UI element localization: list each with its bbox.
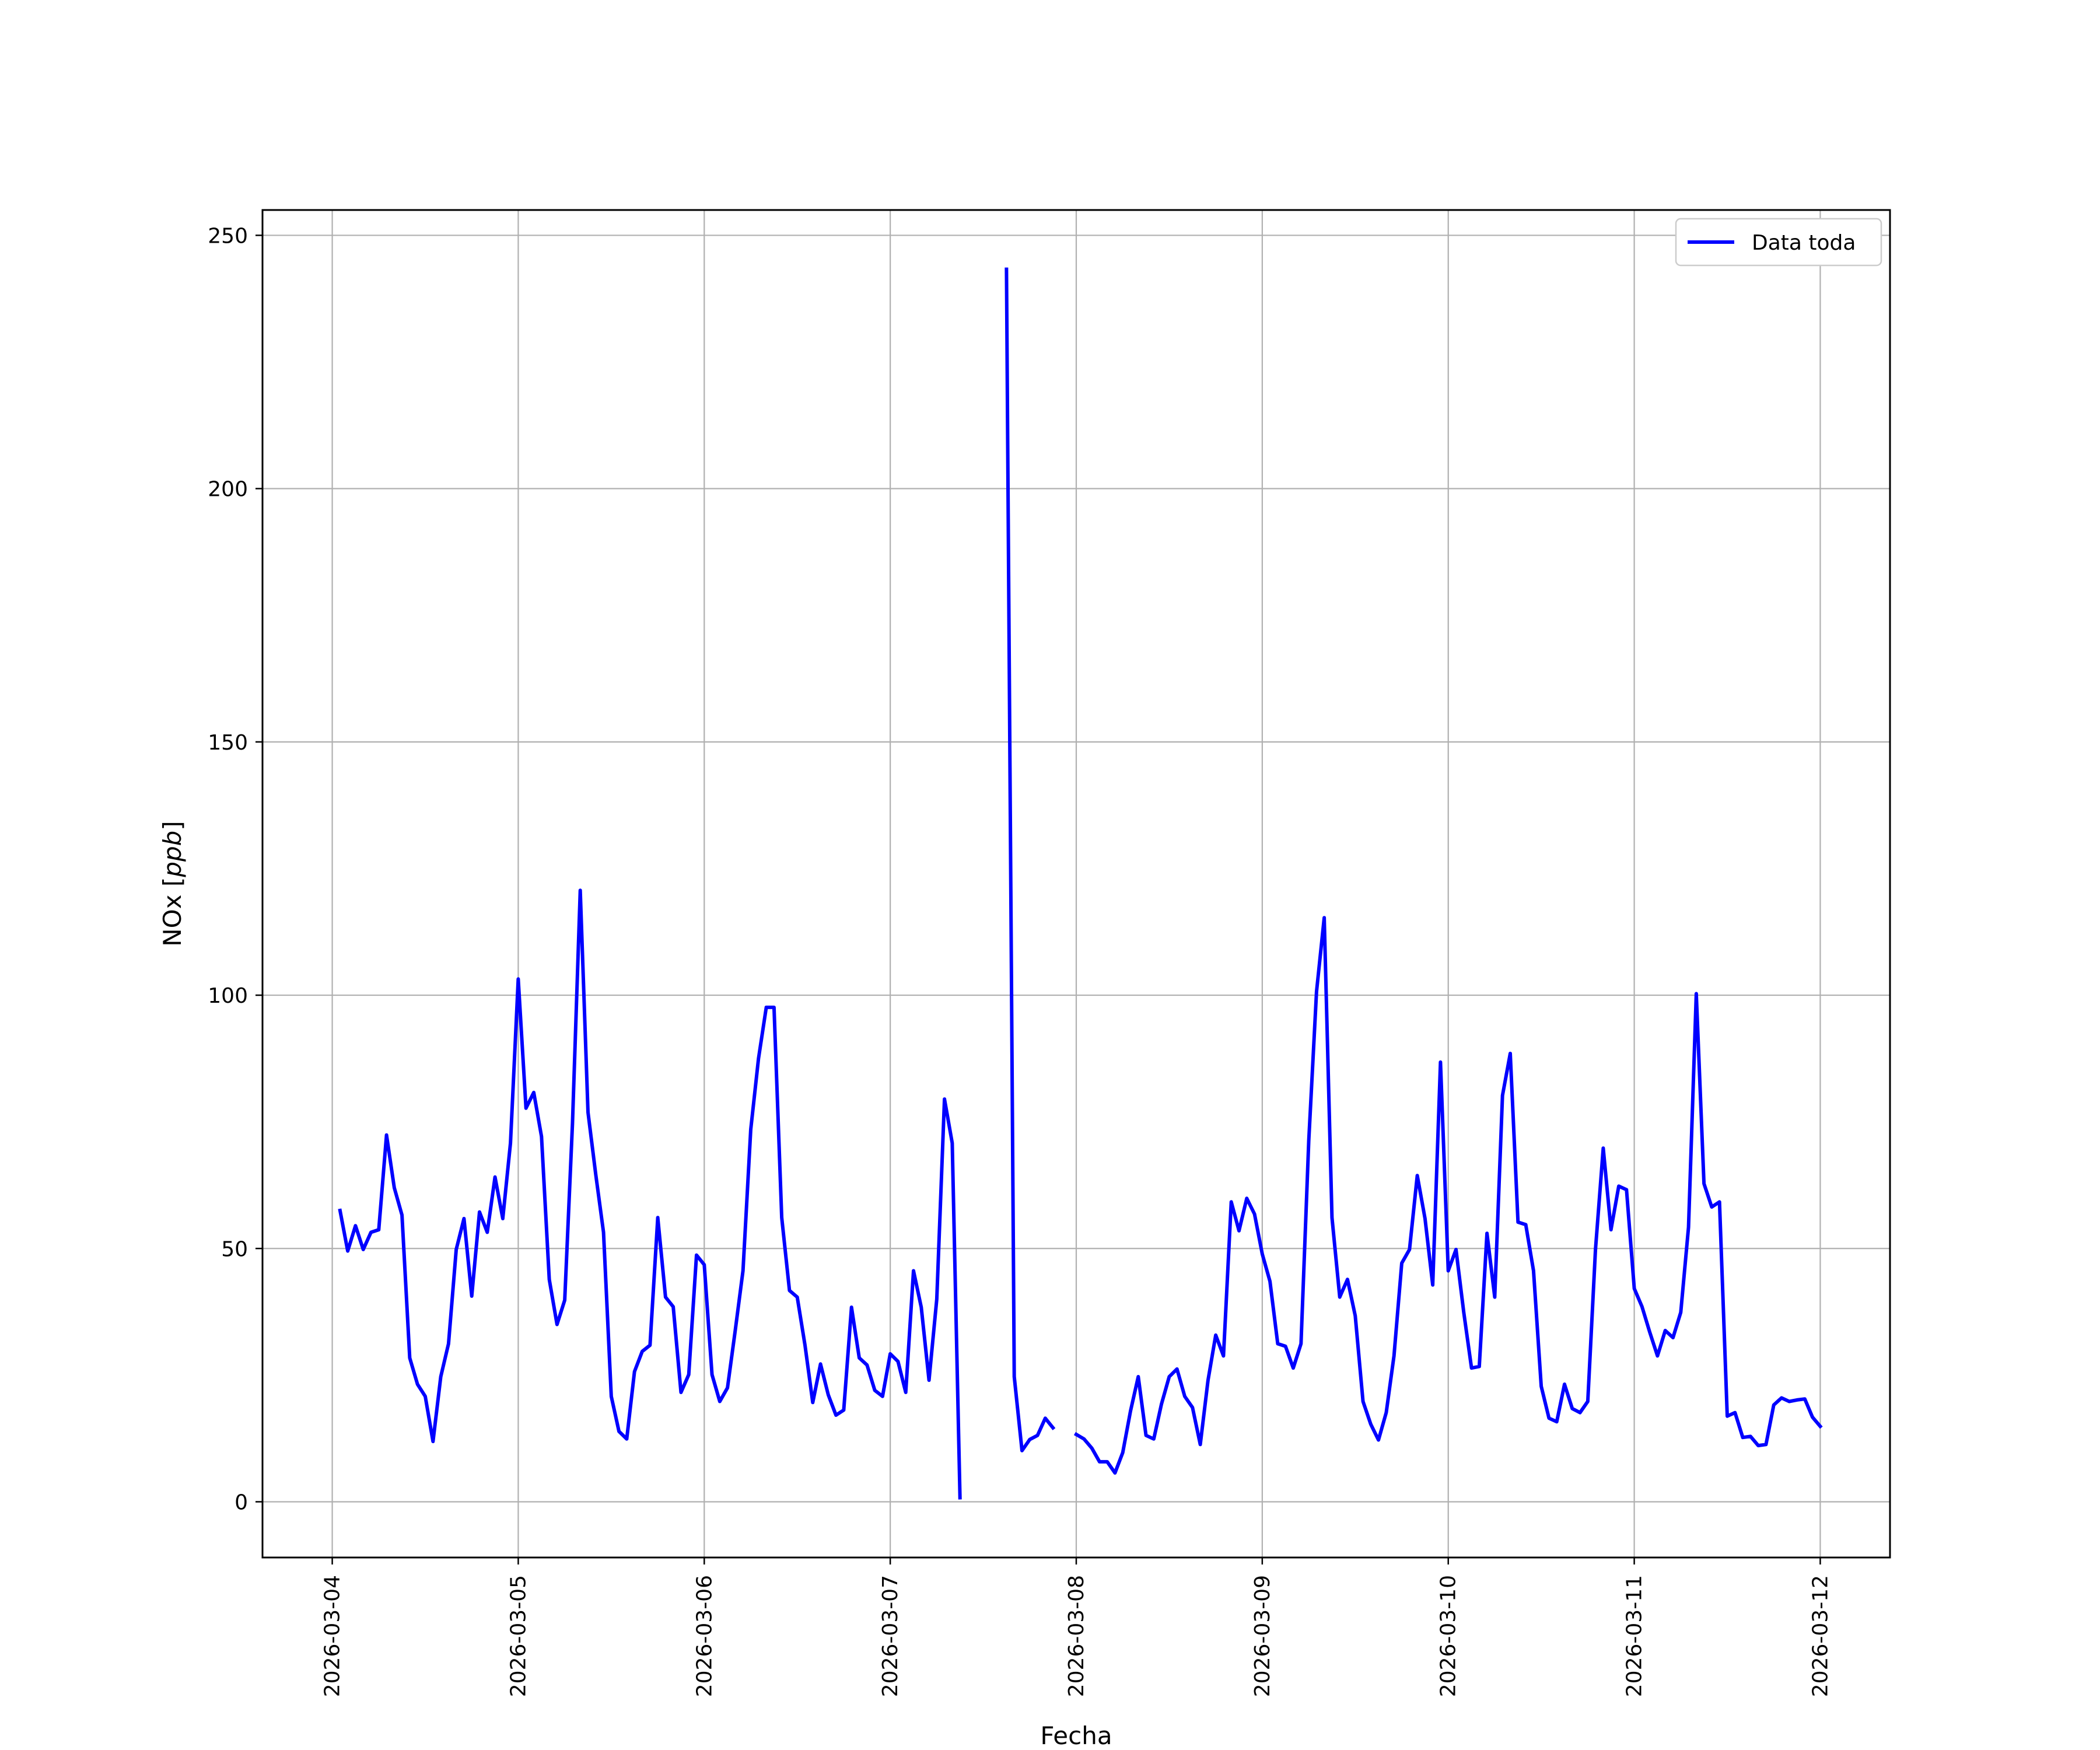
series-layer	[338, 267, 1823, 1500]
y-axis-label-main: NOx	[158, 894, 187, 946]
x-tick-label: 2026-03-10	[1437, 1575, 1461, 1697]
series-line-segment	[338, 888, 962, 1500]
y-tick-label: 50	[221, 1237, 248, 1261]
x-tick-label: 2026-03-09	[1251, 1575, 1275, 1697]
y-axis-label-unit: ppb	[158, 831, 187, 878]
grid-lines	[262, 210, 1890, 1558]
x-tick-label: 2026-03-12	[1808, 1575, 1832, 1697]
legend-label: Data toda	[1752, 231, 1856, 255]
x-tick-label: 2026-03-05	[506, 1575, 530, 1697]
x-tick-label: 2026-03-07	[878, 1575, 902, 1697]
x-tick-label: 2026-03-11	[1623, 1575, 1647, 1697]
y-tick-label: 250	[208, 224, 248, 248]
y-axis-label: NOx [ppb]	[158, 821, 187, 946]
x-tick-label: 2026-03-04	[321, 1575, 345, 1697]
y-tick-label: 0	[235, 1490, 248, 1514]
x-axis-label: Fecha	[1040, 1721, 1112, 1750]
y-tick-label: 200	[208, 478, 248, 502]
series-line-segment	[1073, 916, 1823, 1475]
y-tick-label: 150	[208, 731, 248, 755]
legend: Data toda	[1675, 218, 1882, 267]
series-line-segment	[1005, 267, 1056, 1452]
x-tick-label: 2026-03-06	[692, 1575, 716, 1697]
y-tick-label: 100	[208, 984, 248, 1008]
x-tick-label: 2026-03-08	[1065, 1575, 1088, 1697]
axis-ticks: 2026-03-04 2026-03-05 2026-03-06 2026-03-07…	[208, 224, 1832, 1697]
legend-box	[1675, 218, 1882, 267]
